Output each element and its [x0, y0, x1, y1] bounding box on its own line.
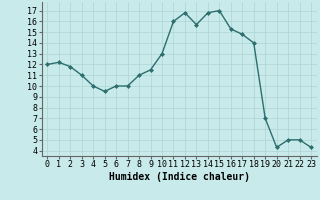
X-axis label: Humidex (Indice chaleur): Humidex (Indice chaleur): [109, 172, 250, 182]
